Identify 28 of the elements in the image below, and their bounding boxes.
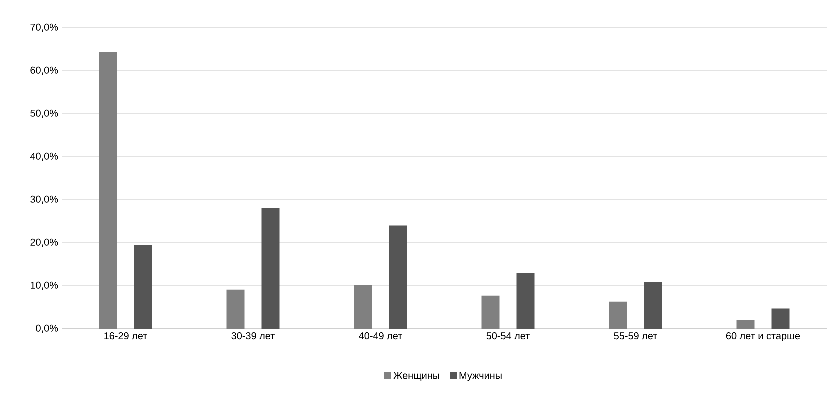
bar	[262, 208, 280, 329]
bar	[516, 273, 535, 329]
y-tick-label: 20,0%	[30, 238, 58, 248]
y-tick-label: 70,0%	[30, 24, 58, 32]
y-tick-label: 10,0%	[30, 282, 58, 290]
bar	[482, 296, 500, 329]
bar	[772, 308, 790, 329]
y-tick-label: 60,0%	[30, 66, 58, 76]
x-tick-label: 55-59 лет	[614, 332, 658, 340]
y-tick-label: 0,0%	[36, 324, 58, 334]
bar	[609, 302, 628, 329]
bar	[736, 320, 755, 329]
legend-label: Женщины	[394, 372, 440, 382]
x-tick-label: 40-49 лет	[359, 332, 402, 340]
y-tick-label: 40,0%	[30, 152, 58, 162]
bar	[134, 245, 152, 329]
bar	[99, 52, 118, 329]
y-tick-label: 50,0%	[30, 110, 58, 118]
x-tick-label: 16-29 лет	[104, 332, 148, 340]
legend-label: Мужчины	[460, 372, 502, 382]
x-tick-label: 50-54 лет	[486, 332, 530, 340]
bar	[226, 290, 245, 329]
x-tick-label: 30-39 лет	[232, 332, 275, 340]
bar	[389, 226, 408, 329]
bar	[644, 282, 662, 329]
x-tick-label: 60 лет и старше	[726, 332, 800, 342]
bar	[354, 285, 372, 329]
y-tick-label: 30,0%	[30, 196, 58, 204]
